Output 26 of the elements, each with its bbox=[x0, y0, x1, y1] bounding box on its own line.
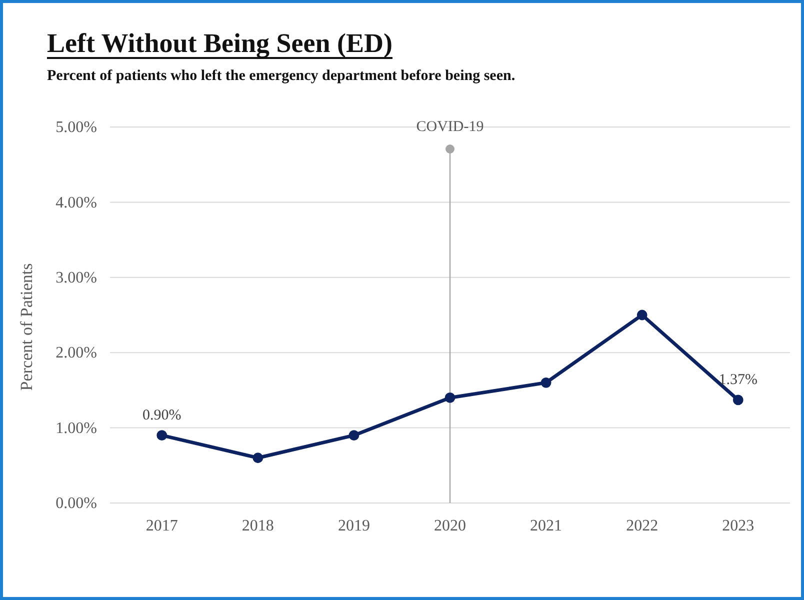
y-tick-label: 2.00% bbox=[56, 344, 97, 362]
x-tick-label: 2018 bbox=[242, 517, 274, 534]
chart-title: Left Without Being Seen (ED) bbox=[47, 28, 393, 58]
x-tick-label: 2020 bbox=[434, 517, 466, 534]
point bbox=[732, 394, 744, 406]
ref-line-label: COVID-19 bbox=[416, 119, 484, 135]
y-tick-label: 1.00% bbox=[56, 420, 97, 437]
x-tick-label: 2023 bbox=[722, 517, 754, 534]
data-label: 0.90% bbox=[142, 407, 182, 424]
chart-subtitle: Percent of patients who left the emergency department before being seen. bbox=[47, 68, 516, 84]
x-tick-label: 2022 bbox=[626, 517, 658, 534]
y-axis-title: Percent of Patients bbox=[17, 263, 36, 391]
data-label: 1.37% bbox=[718, 372, 758, 388]
point bbox=[636, 310, 648, 320]
x-tick-label: 2019 bbox=[338, 517, 370, 534]
x-tick-label: 2017 bbox=[146, 517, 178, 534]
point bbox=[252, 452, 264, 464]
point bbox=[444, 392, 456, 403]
point bbox=[540, 377, 552, 388]
y-tick-label: 3.00% bbox=[56, 270, 97, 287]
y-tick-label: 0.00% bbox=[56, 495, 97, 512]
point bbox=[156, 430, 168, 441]
x-tick-label: 2021 bbox=[530, 517, 562, 534]
point bbox=[348, 430, 360, 441]
y-tick-label: 4.00% bbox=[56, 194, 97, 212]
y-tick-label: 5.00% bbox=[56, 119, 97, 136]
